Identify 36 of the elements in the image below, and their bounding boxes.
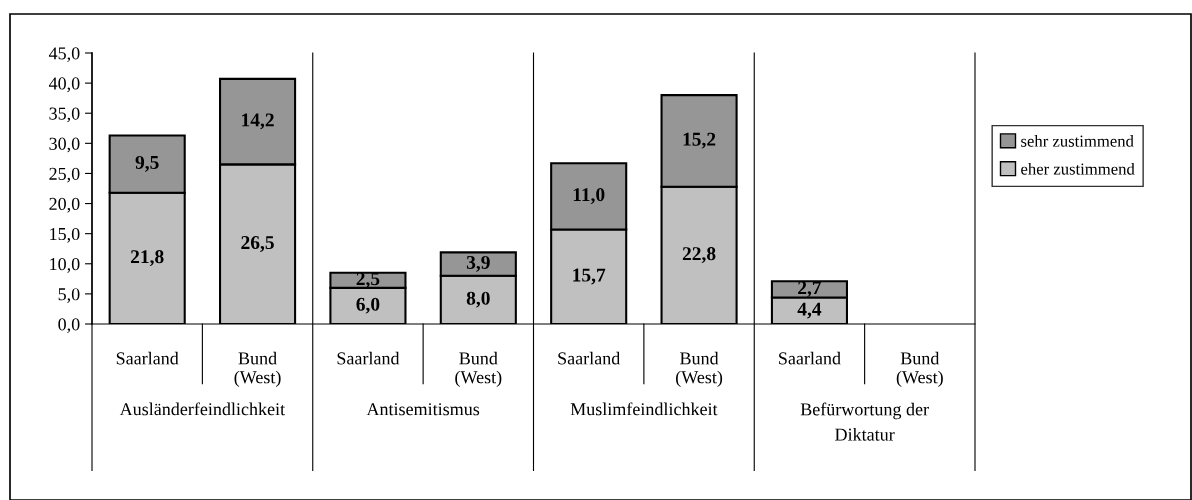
- y-tick-label: 45,0: [48, 47, 80, 63]
- y-tick-label: 15,0: [50, 227, 80, 243]
- x-tick-label: Bund (West): [896, 351, 943, 388]
- text: Muslimfeindlichkeit: [570, 402, 718, 416]
- y-tick-label: 35,0: [49, 107, 80, 123]
- y-tick-label: 30,0: [49, 137, 80, 153]
- data-label: 22,8: [682, 247, 716, 264]
- data-label: 11,0: [573, 188, 605, 205]
- x-tick-label: Saarland: [558, 351, 621, 365]
- y-tick-label: 25,0: [49, 167, 80, 183]
- data-label: 3,9: [466, 255, 490, 272]
- data-label: 8,0: [466, 291, 490, 308]
- x-tick-label: Bund (West): [676, 351, 723, 388]
- x-tick-label: Bund (West): [455, 351, 502, 388]
- x-tick-label: Saarland: [779, 351, 841, 365]
- data-label: 21,8: [130, 250, 164, 267]
- x-tick-label: Saarland: [116, 351, 179, 365]
- y-tick-label: 20,0: [49, 197, 80, 213]
- y-tick-label: 5,0: [58, 288, 80, 303]
- data-label: 6,0: [356, 297, 380, 314]
- text: Ausländerfeindlichkeit: [119, 402, 285, 416]
- data-label: 26,5: [241, 236, 274, 252]
- x-tick-label: Saarland: [337, 351, 400, 365]
- data-label: 14,2: [242, 113, 274, 130]
- text: Antisemitismus: [366, 403, 480, 416]
- y-tick-label: 0,0: [58, 318, 80, 334]
- x-tick-label: Bund (West): [234, 351, 281, 388]
- data-label: 15,7: [573, 268, 606, 285]
- data-label: 9,5: [135, 155, 159, 172]
- legend-label: eher zustimmend: [1021, 162, 1135, 175]
- text: Befürwortung der Diktatur: [800, 402, 929, 441]
- legend-label: sehr zustimmend: [1021, 135, 1134, 147]
- y-tick-label: 10,0: [50, 258, 80, 273]
- data-label: 4,4: [797, 302, 822, 319]
- data-label: 15,2: [683, 132, 716, 149]
- y-tick-label: 40,0: [48, 77, 80, 93]
